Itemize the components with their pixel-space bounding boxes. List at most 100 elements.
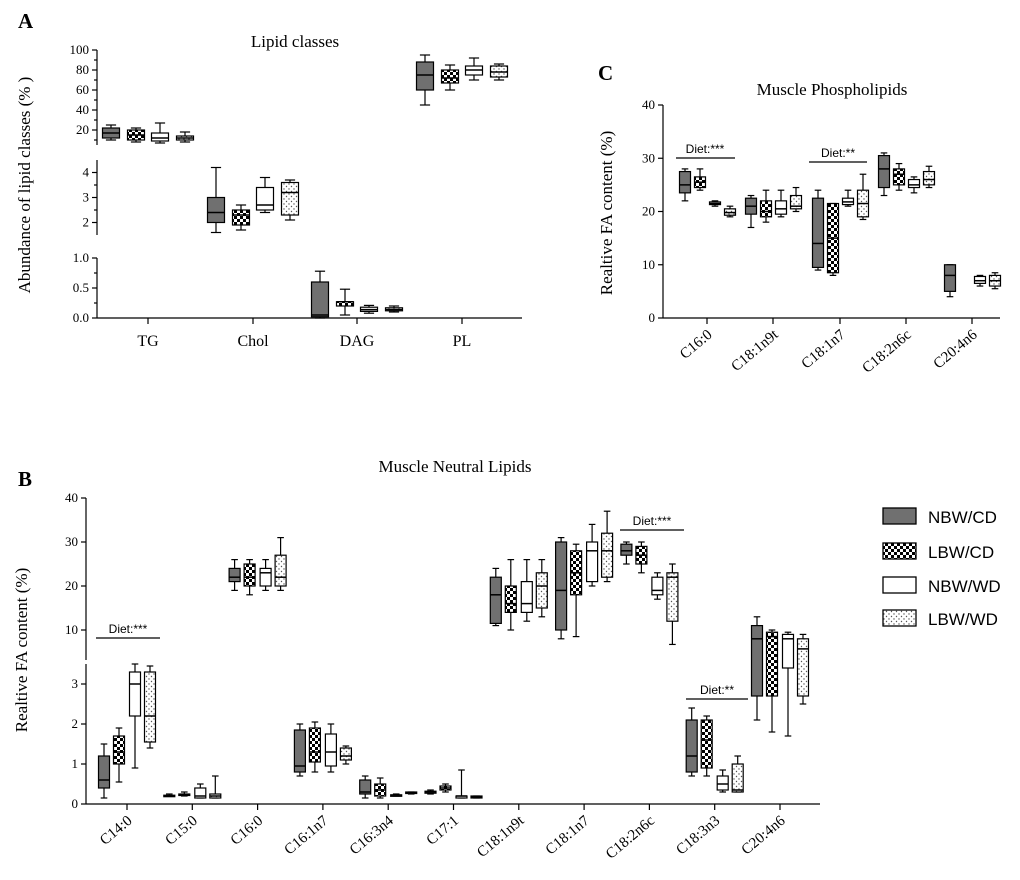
box-iqr xyxy=(774,200,788,215)
x-tick-label: C16:0 xyxy=(677,327,715,363)
x-tick-label: C16:3n4 xyxy=(347,812,397,858)
y-tick-label: 0 xyxy=(72,796,79,811)
box-iqr xyxy=(716,775,729,791)
significance-label: Diet:** xyxy=(821,146,855,160)
x-tick-label: C16:0 xyxy=(228,813,266,849)
y-tick-label: 0.0 xyxy=(73,310,89,325)
box-iqr xyxy=(554,541,568,631)
box-lbw-wd xyxy=(796,633,810,705)
box-iqr xyxy=(781,633,795,669)
y-tick-label: 20 xyxy=(642,204,655,219)
box-nbw-wd xyxy=(520,558,533,622)
box-iqr xyxy=(600,532,614,578)
box-lbw-wd xyxy=(280,179,300,221)
box-iqr xyxy=(293,729,306,773)
x-tick-label: C15:0 xyxy=(162,813,200,849)
box-iqr xyxy=(243,563,256,587)
legend: NBW/CD LBW/CD NBW/WD LBW/WD xyxy=(882,507,1001,629)
box-nbw-cd xyxy=(359,775,372,799)
y-tick-label: 3 xyxy=(72,676,79,691)
box-iqr xyxy=(759,200,773,218)
legend-swatch-open xyxy=(882,576,917,594)
box-iqr xyxy=(520,580,533,613)
box-lbw-cd xyxy=(700,715,713,777)
box-lbw-cd xyxy=(892,162,906,191)
box-lbw-wd xyxy=(175,131,195,143)
box-nbw-wd xyxy=(708,200,722,207)
box-iqr xyxy=(973,275,987,284)
box-nbw-cd xyxy=(620,541,633,565)
box-iqr xyxy=(535,572,548,609)
box-lbw-wd xyxy=(731,755,744,793)
box-nbw-wd xyxy=(259,558,272,592)
box-iqr xyxy=(489,576,502,625)
box-iqr xyxy=(907,178,921,189)
y-tick-label: 0 xyxy=(649,310,656,325)
box-iqr xyxy=(206,196,226,224)
box-nbw-cd xyxy=(206,166,226,234)
legend-item-nbw-wd: NBW/WD xyxy=(882,576,1001,596)
box-nbw-cd xyxy=(424,789,437,795)
x-tick-label: C20:4n6 xyxy=(739,812,789,858)
panel-letter-a: A xyxy=(18,9,34,33)
box-nbw-cd xyxy=(97,743,111,799)
box-iqr xyxy=(308,727,321,763)
box-nbw-cd xyxy=(943,264,957,298)
box-iqr xyxy=(310,281,330,318)
box-lbw-cd xyxy=(504,558,517,631)
box-iqr xyxy=(585,541,599,583)
significance-label: Diet:** xyxy=(700,683,734,697)
box-lbw-wd xyxy=(143,665,157,749)
box-lbw-wd xyxy=(489,63,509,81)
box-lbw-wd xyxy=(600,510,614,583)
y-tick-label: 0.5 xyxy=(73,280,89,295)
box-nbw-wd xyxy=(841,189,855,207)
box-iqr xyxy=(892,168,906,186)
legend-swatch-solid xyxy=(882,507,917,525)
x-tick-label: C18:3n3 xyxy=(673,813,723,858)
box-iqr xyxy=(194,787,207,799)
box-lbw-cd xyxy=(693,168,707,191)
x-tick-label: TG xyxy=(137,333,159,350)
box-nbw-cd xyxy=(744,194,758,229)
legend-label: NBW/WD xyxy=(928,577,1001,596)
y-tick-label: 40 xyxy=(65,490,78,505)
box-lbw-cd xyxy=(231,204,251,231)
box-iqr xyxy=(339,747,352,761)
box-nbw-wd xyxy=(585,523,599,587)
box-nbw-wd xyxy=(390,793,403,797)
box-iqr xyxy=(97,755,111,789)
x-tick-label: PL xyxy=(453,333,472,350)
box-lbw-wd xyxy=(723,205,737,218)
panel-letter-b: B xyxy=(18,467,32,491)
box-iqr xyxy=(620,543,633,556)
y-tick-label: 40 xyxy=(642,97,655,112)
x-tick-label: C18:1n7 xyxy=(799,326,849,372)
box-iqr xyxy=(943,264,957,292)
box-lbw-cd xyxy=(759,189,773,223)
x-tick-label: C18:1n9t xyxy=(729,326,783,375)
legend-item-nbw-cd: NBW/CD xyxy=(882,507,997,527)
box-nbw-cd xyxy=(415,54,435,106)
box-lbw-cd xyxy=(635,541,648,574)
box-lbw-cd xyxy=(243,558,256,596)
legend-label: LBW/CD xyxy=(928,543,994,562)
box-nbw-cd xyxy=(678,168,692,202)
x-tick-label: C18:2n6c xyxy=(603,813,658,863)
box-iqr xyxy=(877,154,891,189)
box-lbw-cd xyxy=(374,777,387,799)
box-nbw-wd xyxy=(150,122,170,144)
chart-a-ylabel: Abundance of lipid classes (% ) xyxy=(15,77,34,294)
x-tick-label: DAG xyxy=(340,333,375,350)
box-iqr xyxy=(750,624,764,697)
box-nbw-cd xyxy=(228,558,241,592)
chart-b-plot: 0 1 2 3 10 20 30 40 C14:0 C15:0 C16:0 C16:1n7 C16:3n… xyxy=(65,490,820,863)
box-nbw-wd xyxy=(774,189,788,218)
box-lbw-cd xyxy=(178,791,191,797)
box-lbw-wd xyxy=(988,272,1002,290)
box-nbw-wd xyxy=(324,723,337,773)
box-lbw-wd xyxy=(856,173,870,221)
y-tick-label: 40 xyxy=(76,102,89,117)
box-iqr xyxy=(504,585,517,613)
